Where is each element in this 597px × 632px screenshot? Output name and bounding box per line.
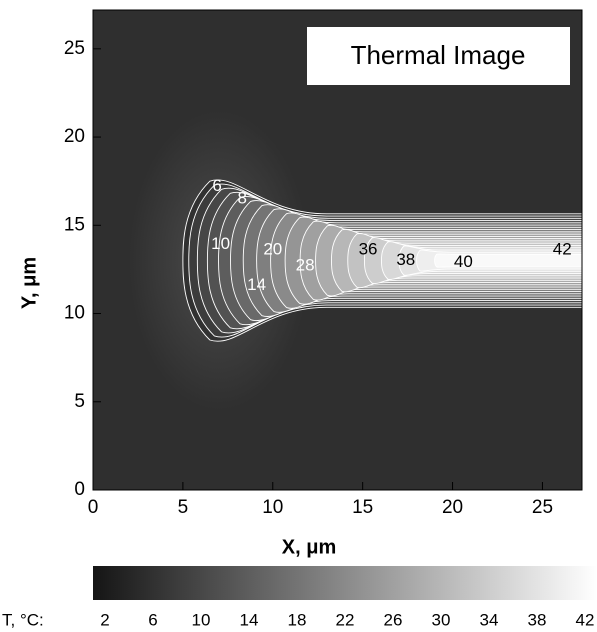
contour-label: 38 [396, 250, 415, 269]
colorbar-label: T, °C: [2, 610, 44, 629]
colorbar-tick-label: 38 [528, 610, 547, 629]
y-axis-label: Y, μm [18, 257, 40, 309]
y-tick-label: 5 [74, 391, 85, 412]
contour-label: 28 [296, 255, 315, 274]
contour-label: 6 [212, 176, 221, 195]
colorbar-tick-label: 34 [480, 610, 499, 629]
colorbar [93, 566, 597, 600]
x-tick-label: 10 [262, 497, 283, 518]
x-axis-label: X, μm [282, 536, 336, 558]
x-tick-label: 15 [352, 497, 373, 518]
colorbar-tick-label: 22 [336, 610, 355, 629]
plot-area: 68 10 14 20 28 36 38 40 42 [128, 110, 583, 411]
colorbar-tick-label: 42 [576, 610, 595, 629]
colorbar-tick-label: 26 [384, 610, 403, 629]
y-tick-label: 10 [64, 303, 85, 324]
colorbar-tick-label: 14 [240, 610, 259, 629]
x-tick-label: 20 [442, 497, 463, 518]
contour-label: 20 [263, 239, 282, 258]
contour [434, 253, 583, 268]
y-tick-label: 25 [64, 38, 85, 59]
colorbar-tick-label: 10 [192, 610, 211, 629]
colorbar-tick-label: 30 [432, 610, 451, 629]
colorbar-tick-label: 6 [148, 610, 157, 629]
chart-title: Thermal Image [351, 40, 526, 70]
colorbar-tick-label: 18 [288, 610, 307, 629]
contour-label: 40 [454, 252, 473, 271]
y-tick-label: 15 [64, 214, 85, 235]
contour-label: 36 [359, 239, 378, 258]
plot-frame [92, 9, 583, 491]
y-tick-label: 20 [64, 126, 85, 147]
contour-label: 10 [211, 234, 230, 253]
contour-label: 8 [237, 188, 246, 207]
x-tick-label: 0 [88, 497, 99, 518]
colorbar-tick-label: 2 [100, 610, 109, 629]
contour-label: 42 [553, 239, 572, 258]
x-tick-label: 5 [178, 497, 189, 518]
contour-label: 14 [247, 275, 266, 294]
x-tick-label: 25 [532, 497, 553, 518]
y-tick-label: 0 [74, 479, 85, 500]
title-box [307, 27, 570, 85]
